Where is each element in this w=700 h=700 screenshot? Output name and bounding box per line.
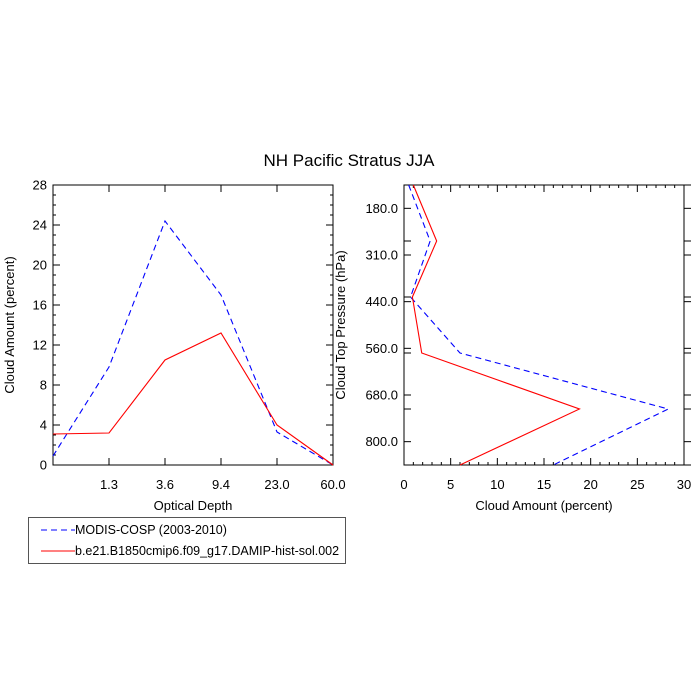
legend-item-model: b.e21.B1850cmip6.f09_g17.DAMIP-hist-sol.… [29,542,345,562]
series-line-obs [408,184,670,466]
x-tick-label: 25 [630,477,644,492]
x-tick-label: 60.0 [320,477,345,492]
x-tick-label: 0 [400,477,407,492]
plot-frame [403,184,685,466]
legend-label-model: b.e21.B1850cmip6.f09_g17.DAMIP-hist-sol.… [75,544,340,558]
y-tick-label: 180.0 [365,201,398,216]
y-tick-label: 12 [33,338,47,353]
y-tick-label: 560.0 [365,341,398,356]
x-tick-label: 5 [447,477,454,492]
y-tick-label: 16 [33,298,47,313]
y-tick-label: 440.0 [365,294,398,309]
y-tick-label: 20 [33,258,47,273]
legend-line-solid-icon [41,550,75,552]
plot-frame [52,184,334,466]
x-axis-label: Cloud Amount (percent) [475,498,612,513]
y-tick-label: 28 [33,178,47,193]
x-tick-label: 30 [677,477,691,492]
x-tick-label: 1.3 [100,477,118,492]
legend-line-dashed-icon [41,529,75,531]
chart-title: NH Pacific Stratus JJA [264,151,436,170]
y-axis-label: Cloud Top Pressure (hPa) [333,250,348,399]
x-tick-label: 9.4 [212,477,230,492]
y-tick-label: 800.0 [365,434,398,449]
y-tick-label: 0 [40,458,47,473]
y-tick-label: 310.0 [365,248,398,263]
x-tick-label: 10 [490,477,504,492]
x-tick-label: 15 [537,477,551,492]
series-line-obs [52,219,334,466]
legend-item-obs: MODIS-COSP (2003-2010) [29,521,345,541]
x-tick-label: 3.6 [156,477,174,492]
y-tick-label: 8 [40,378,47,393]
x-axis-label: Optical Depth [154,498,233,513]
legend: MODIS-COSP (2003-2010) b.e21.B1850cmip6.… [28,517,346,564]
y-tick-label: 4 [40,418,47,433]
y-axis-label: Cloud Amount (percent) [2,256,17,393]
right-panel: 0 5 10 15 20 25 30 180.0 310.0 440.0 560.0 680.0 800… [333,184,691,513]
y-tick-label: 680.0 [365,388,398,403]
series-line-model [411,184,581,466]
y-tick-label: 24 [33,218,47,233]
series-line-model [52,332,334,466]
legend-label-obs: MODIS-COSP (2003-2010) [75,523,227,537]
x-tick-label: 20 [583,477,597,492]
x-tick-label: 23.0 [264,477,289,492]
left-panel: 0 4 8 12 16 20 24 28 1.3 3.6 9.4 23.0 60.0 Optical De… [2,178,346,514]
